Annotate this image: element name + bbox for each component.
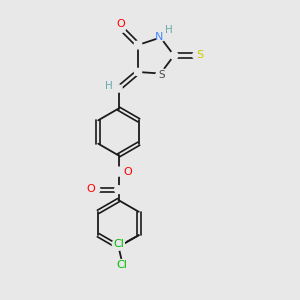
Text: S: S [159, 70, 165, 80]
Text: S: S [196, 50, 204, 61]
Circle shape [194, 50, 206, 61]
Circle shape [114, 167, 123, 176]
Circle shape [122, 166, 134, 178]
Text: O: O [124, 167, 133, 177]
Circle shape [134, 41, 142, 49]
Circle shape [157, 34, 164, 41]
Text: O: O [116, 19, 125, 29]
Circle shape [116, 260, 128, 272]
Circle shape [112, 238, 124, 250]
Text: H: H [105, 81, 113, 91]
Circle shape [115, 85, 122, 92]
Circle shape [115, 18, 127, 30]
Circle shape [170, 52, 178, 59]
Text: Cl: Cl [113, 239, 124, 249]
Circle shape [118, 25, 125, 32]
Circle shape [193, 52, 200, 59]
Text: N: N [155, 32, 164, 42]
Circle shape [156, 69, 168, 81]
Circle shape [115, 186, 122, 194]
Circle shape [134, 68, 142, 76]
Text: H: H [165, 25, 173, 35]
Circle shape [85, 183, 97, 195]
Text: O: O [86, 184, 95, 194]
Text: Cl: Cl [117, 260, 128, 271]
Circle shape [92, 186, 100, 194]
